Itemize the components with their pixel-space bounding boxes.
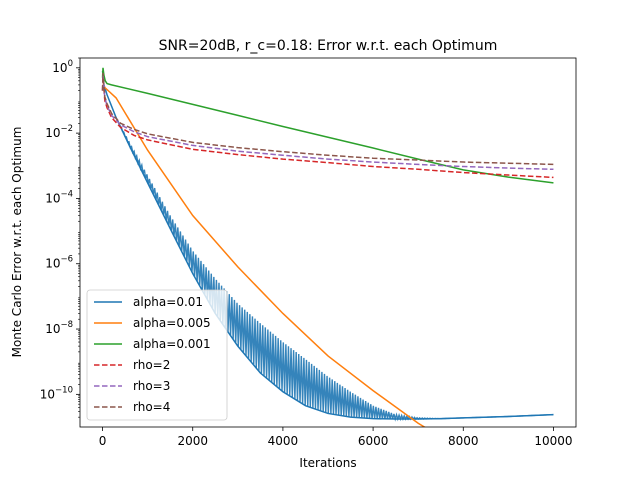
y-tick-label: 100 [52,59,73,75]
legend: alpha=0.01 alpha=0.005 alpha=0.001 rho=2 rho… [86,289,228,421]
y-tick-base: 10 [45,257,60,271]
chart-title: SNR=20dB, r_c=0.18: Error w.r.t. each Op… [159,38,498,54]
legend-label: alpha=0.005 [133,316,211,330]
legend-label: alpha=0.001 [133,337,211,351]
legend-label: rho=2 [133,358,170,372]
x-axis-label: Iterations [299,456,356,470]
y-tick-label: 10−4 [45,189,73,205]
series-line [101,67,554,184]
y-tick-base: 10 [52,61,67,75]
x-tick-label: 6000 [358,434,389,448]
x-axis-ticks: 0 2000 4000 6000 8000 10000 [99,427,573,448]
x-tick-label: 2000 [177,434,208,448]
legend-label: rho=3 [133,379,170,393]
y-tick-label: 10−10 [40,385,73,401]
axes-frame [79,57,577,428]
legend-label: rho=4 [133,400,170,414]
y-tick-exponent: −2 [60,124,73,134]
series-line [101,70,554,420]
series-line [101,84,426,427]
legend-label: alpha=0.01 [133,295,203,309]
plot-area [101,67,554,427]
y-tick-base: 10 [45,126,60,140]
y-tick-label: 10−6 [45,255,73,271]
y-tick-exponent: −6 [60,255,73,265]
y-tick-exponent: −4 [60,189,73,199]
y-tick-label: 10−8 [45,320,73,336]
x-tick-label: 10000 [534,434,572,448]
y-tick-base: 10 [40,387,55,401]
y-axis-label: Monte Carlo Error w.r.t. each Optimum [10,127,24,358]
x-tick-label: 8000 [448,434,479,448]
y-tick-exponent: −8 [60,320,73,330]
x-tick-label: 4000 [268,434,299,448]
series-line [101,72,554,166]
series-line [101,77,554,179]
y-tick-base: 10 [45,322,60,336]
y-tick-label: 10−2 [45,124,73,140]
y-tick-exponent: 0 [68,59,73,69]
y-tick-base: 10 [45,191,60,205]
x-tick-label: 0 [99,434,107,448]
y-tick-exponent: −10 [55,385,73,395]
